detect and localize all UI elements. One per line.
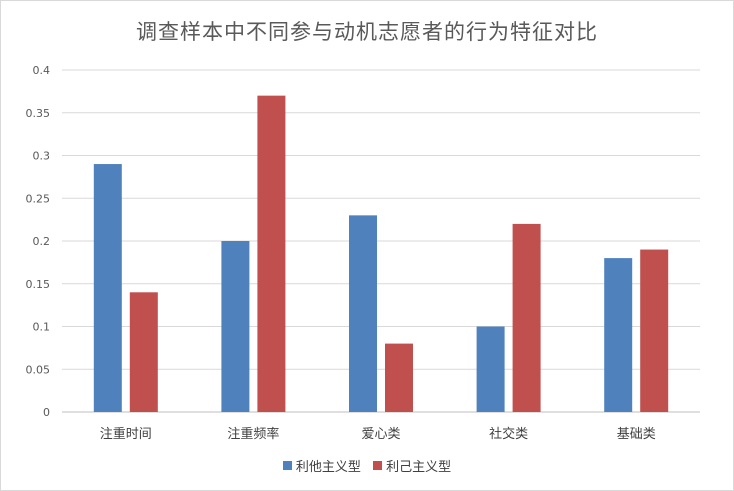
x-tick-label: 注重时间 (100, 426, 152, 442)
bar-series-1 (476, 326, 505, 412)
bar-series-1 (349, 215, 377, 412)
y-tick-label: 0.15 (26, 278, 51, 291)
bar-series-2 (512, 223, 541, 412)
bar-series-1 (93, 164, 122, 412)
y-tick-label: 0.35 (26, 107, 51, 120)
bar-series-2 (385, 343, 413, 412)
y-tick-label: 0.4 (33, 64, 51, 77)
chart-legend: 利他主义型 利己主义型 (0, 456, 734, 475)
chart-title: 调查样本中不同参与动机志愿者的行为特征对比 (136, 20, 598, 44)
bar-series-2 (640, 249, 669, 412)
y-tick-label: 0.2 (33, 235, 51, 248)
legend-item-series-1: 利他主义型 (282, 456, 361, 475)
y-tick-label: 0.1 (33, 321, 51, 334)
y-tick-label: 0 (43, 406, 50, 419)
y-tick-label: 0.3 (33, 150, 51, 163)
x-tick-label: 爱心类 (361, 427, 400, 442)
y-tick-label: 0.05 (26, 363, 51, 376)
y-tick-label: 0.25 (26, 192, 51, 205)
bar-series-2 (129, 292, 158, 412)
legend-label-series-2: 利己主义型 (386, 460, 452, 475)
legend-swatch-series-2 (373, 461, 383, 470)
x-tick-label: 基础类 (617, 427, 656, 442)
x-tick-label: 社交类 (489, 426, 528, 442)
bar-series-1 (604, 258, 633, 412)
legend-item-series-2: 利己主义型 (373, 456, 451, 475)
bar-series-1 (221, 241, 250, 412)
x-tick-label: 注重频率 (227, 426, 279, 442)
legend-swatch-series-1 (282, 461, 292, 470)
bar-series-2 (257, 95, 286, 413)
legend-label-series-1: 利他主义型 (295, 460, 361, 475)
